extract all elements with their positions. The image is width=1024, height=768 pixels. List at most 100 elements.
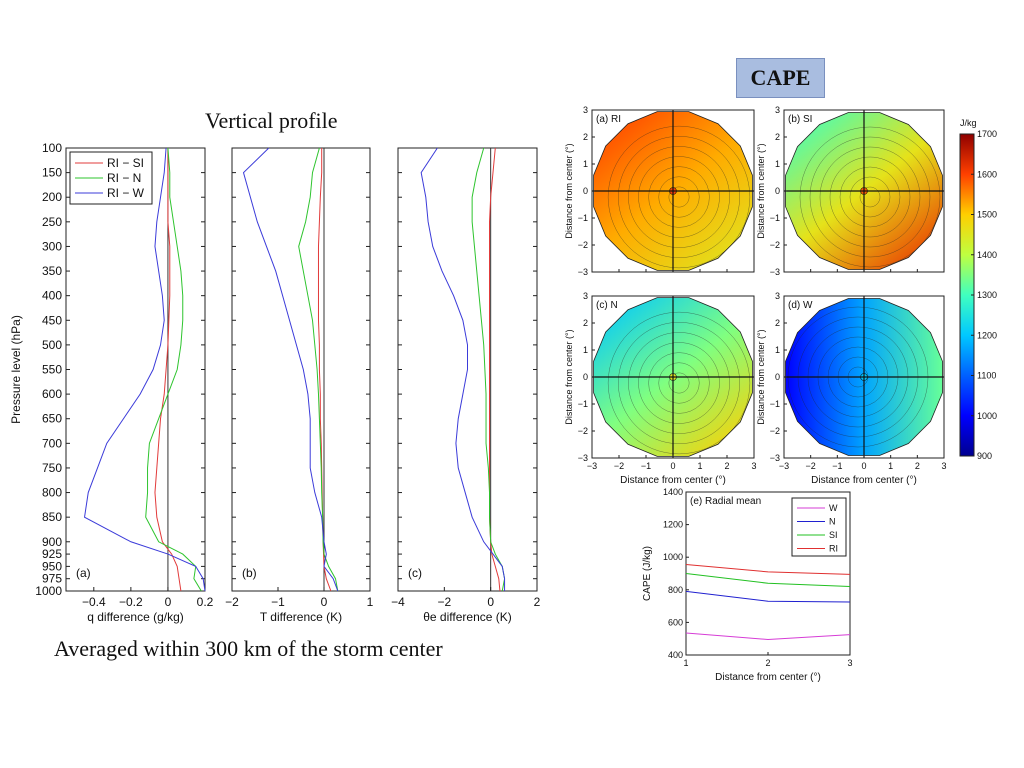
y-tick-label: 0 xyxy=(583,186,588,196)
colorbar-units: J/kg xyxy=(960,118,977,128)
y-tick-label: 600 xyxy=(42,387,62,401)
contour-line xyxy=(638,156,720,238)
contour-line xyxy=(668,186,690,208)
x-tick-label: 1 xyxy=(697,461,702,471)
legend-label: RI − W xyxy=(107,186,145,200)
legend-label: N xyxy=(829,517,836,527)
map-panel-label: (b) SI xyxy=(788,114,812,125)
cape-map-2: (b) SI −3 −2 −1 0 1 2 3 Distance from center (°) xyxy=(756,105,945,277)
x-tick-label: −2 xyxy=(437,595,451,609)
series-line-RIW xyxy=(242,147,339,592)
y-tick-label: 850 xyxy=(42,510,62,524)
vertical-profile-group: 1001502002503003504004505005506006507007… xyxy=(9,141,541,624)
y-tick-label: 300 xyxy=(42,239,62,253)
x-tick-label: 3 xyxy=(847,658,852,668)
x-tick-label: 2 xyxy=(765,658,770,668)
x-axis-label: Distance from center (°) xyxy=(620,475,726,486)
y-tick-label: 1000 xyxy=(35,584,62,598)
x-tick-label: −1 xyxy=(641,461,651,471)
contour-line xyxy=(628,146,730,248)
y-tick-label: 900 xyxy=(42,535,62,549)
x-tick-label: 0 xyxy=(321,595,328,609)
y-tick-label: 750 xyxy=(42,461,62,475)
colorbar-tick-label: 900 xyxy=(977,451,992,461)
x-tick-label: 1 xyxy=(367,595,374,609)
contour-line xyxy=(819,146,921,248)
x-tick-label: −2 xyxy=(806,461,816,471)
legend-label: W xyxy=(829,503,838,513)
y-axis-label: CAPE (J/kg) xyxy=(642,546,653,601)
y-tick-label: 0 xyxy=(775,372,780,382)
series-line-SI xyxy=(685,573,851,588)
contour-line xyxy=(839,166,901,228)
y-axis-label: Distance from center (°) xyxy=(756,143,766,238)
series-line-RISI xyxy=(154,148,182,592)
x-axis-label: Distance from center (°) xyxy=(715,672,821,683)
contour-line xyxy=(809,136,931,258)
cape-title: CAPE xyxy=(750,65,811,90)
profile-panel-1: 100 150 200 250 300 350 400 450 500 550 600 650 700 7… xyxy=(9,141,214,624)
x-tick-label: 3 xyxy=(941,461,946,471)
x-tick-label: 0 xyxy=(670,461,675,471)
panel-label: (b) xyxy=(242,566,257,580)
legend-label: RI − N xyxy=(107,171,141,185)
contour-line xyxy=(658,362,700,404)
x-tick-label: 0 xyxy=(861,461,866,471)
cape-map-1: (a) RI −3 −2 −1 0 1 2 3 Distance from center (°) xyxy=(564,105,755,277)
x-tick-label: 2 xyxy=(534,595,541,609)
colorbar-tick-label: 1300 xyxy=(977,290,997,300)
y-tick-label: −2 xyxy=(578,240,588,250)
y-tick-label: 800 xyxy=(668,585,683,595)
x-tick-label: 3 xyxy=(751,461,756,471)
profile-panel-3: −4 −2 0 2 θe difference (K) (c) xyxy=(391,147,541,624)
y-tick-label: 200 xyxy=(42,190,62,204)
y-tick-label: 925 xyxy=(42,547,62,561)
y-tick-label: −1 xyxy=(770,213,780,223)
x-tick-label: −0.4 xyxy=(82,595,106,609)
radial-mean-panel: 400 600 800 1000 1200 1400 1 2 3 Distance from ce… xyxy=(642,487,853,683)
cape-title-box: CAPE xyxy=(736,58,825,98)
contour-line xyxy=(799,126,941,268)
y-tick-label: 1 xyxy=(775,345,780,355)
y-tick-label: −1 xyxy=(578,399,588,409)
y-tick-label: 1000 xyxy=(663,552,683,562)
y-tick-label: 975 xyxy=(42,572,62,586)
contour-line xyxy=(668,372,690,394)
radial-legend: WN SI RI xyxy=(791,497,847,557)
series-line-RIN xyxy=(145,147,202,592)
cape-map-3: (c) N −3−3 −2 −2 −1 −1 0 0 1 1 2 2 3 3 Distance from c… xyxy=(564,291,757,486)
series-line-RIW xyxy=(83,147,206,592)
legend-label: SI xyxy=(829,530,838,540)
averaging-note: Averaged within 300 km of the storm cent… xyxy=(54,636,443,661)
y-axis-label: Distance from center (°) xyxy=(756,329,766,424)
x-tick-label: 0 xyxy=(165,595,172,609)
x-tick-label: 0 xyxy=(487,595,494,609)
series-line-RIW xyxy=(420,147,506,591)
y-tick-label: 1 xyxy=(583,159,588,169)
x-axis-label: T difference (K) xyxy=(260,610,342,624)
y-tick-label: 950 xyxy=(42,559,62,573)
profile-frame xyxy=(231,147,371,592)
y-tick-label: 1 xyxy=(775,159,780,169)
map-panel-label: (c) N xyxy=(596,300,618,311)
y-tick-label: −1 xyxy=(770,399,780,409)
panel-label: (a) xyxy=(76,566,91,580)
y-tick-label: 1 xyxy=(583,345,588,355)
contour-line xyxy=(859,186,881,208)
contour-line xyxy=(829,156,911,238)
y-tick-label: −3 xyxy=(578,453,588,463)
contour-line xyxy=(648,352,710,414)
series-line-RIN xyxy=(471,147,506,592)
y-tick-label: 500 xyxy=(42,338,62,352)
series-line-RISI xyxy=(489,147,501,592)
contour-line xyxy=(618,322,740,444)
y-tick-label: 650 xyxy=(42,412,62,426)
legend-label: RI − SI xyxy=(107,156,144,170)
y-tick-label: 550 xyxy=(42,363,62,377)
x-tick-label: 1 xyxy=(683,658,688,668)
x-tick-label: 2 xyxy=(724,461,729,471)
y-tick-label: −3 xyxy=(770,453,780,463)
y-tick-label: 2 xyxy=(583,132,588,142)
y-tick-label: 150 xyxy=(42,166,62,180)
